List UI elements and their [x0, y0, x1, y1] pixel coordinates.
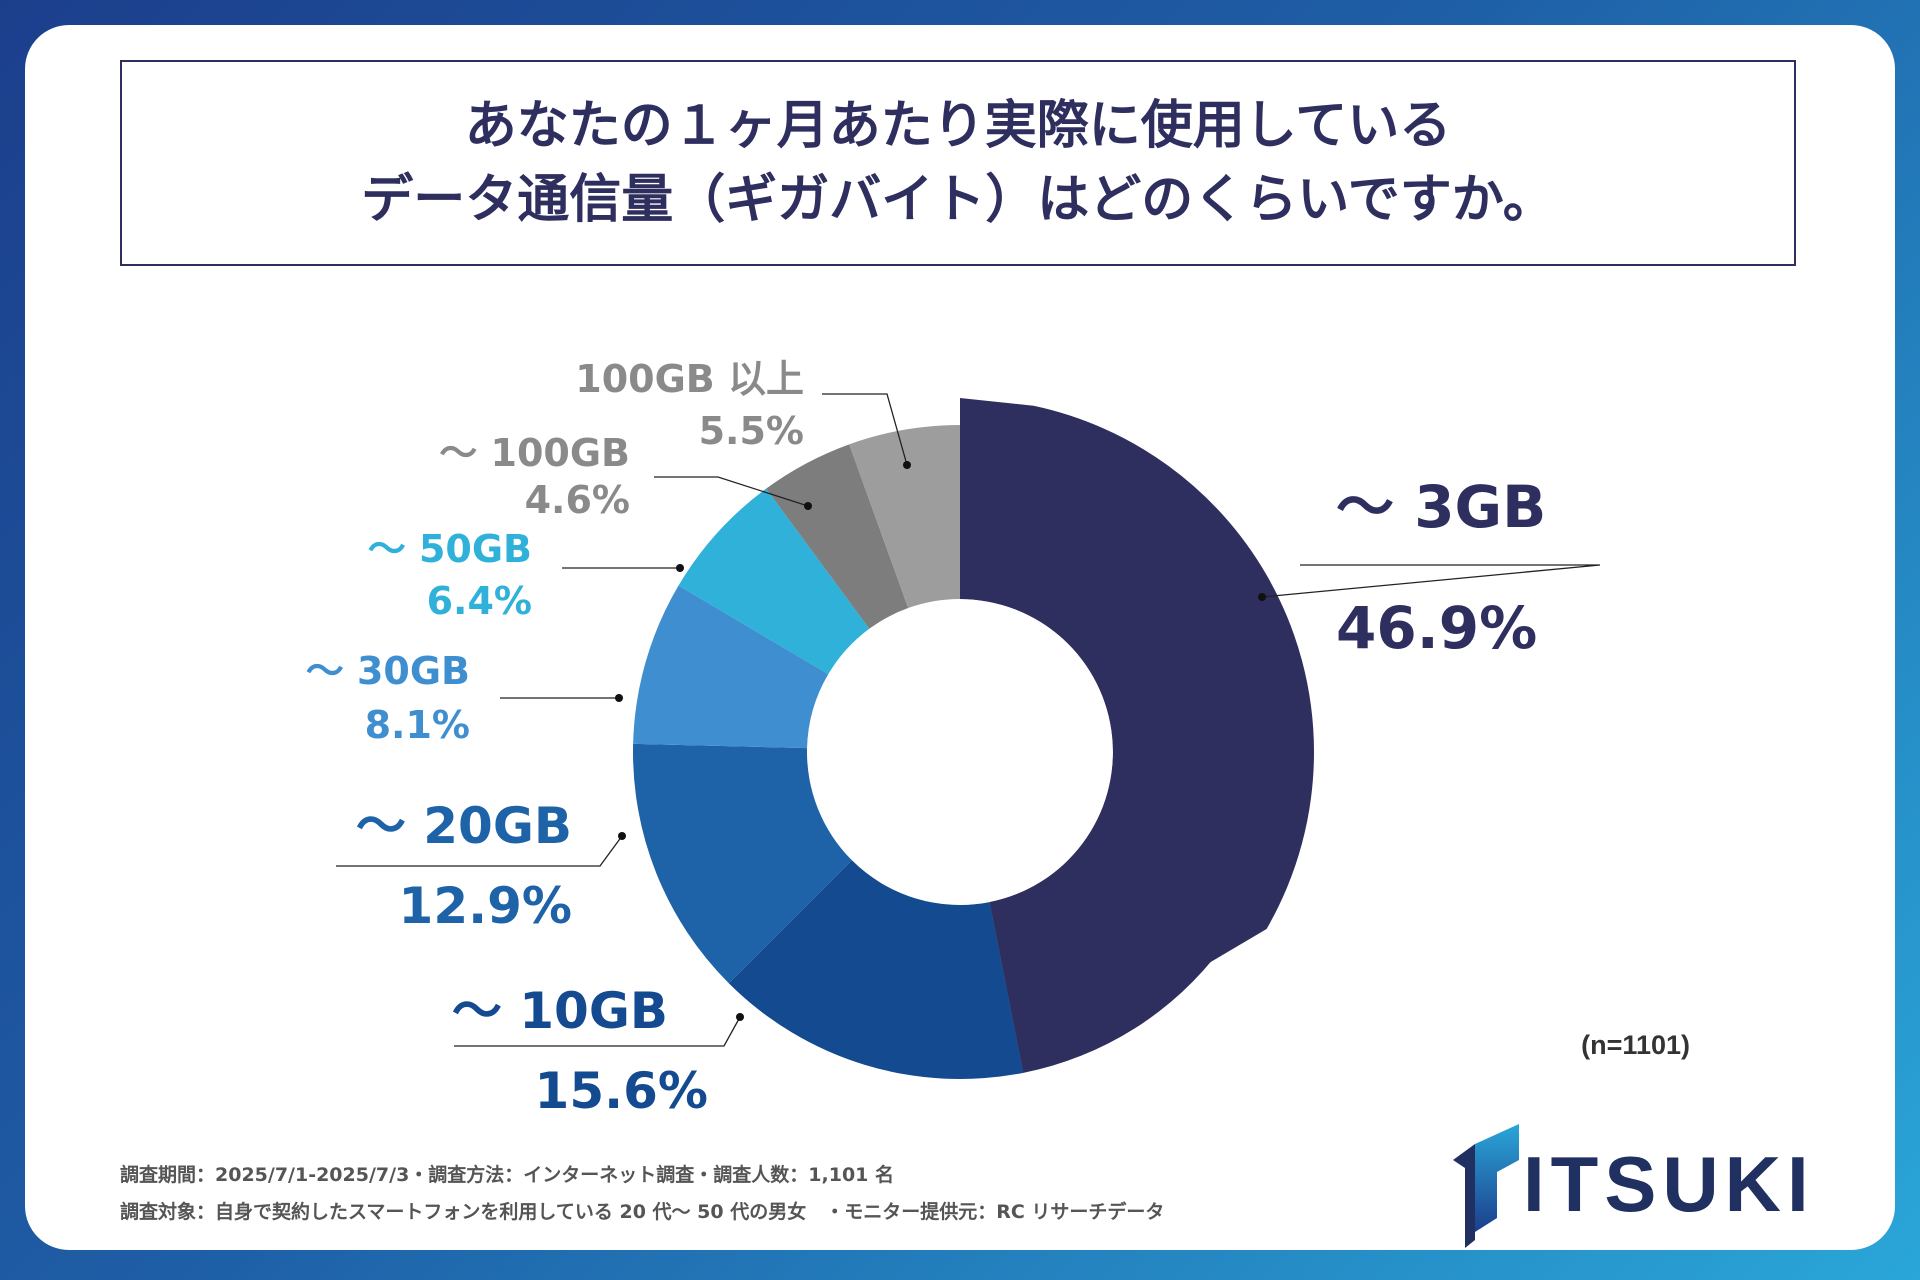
itsuki-logo-text: ITSUKI — [1523, 1140, 1815, 1228]
slice-label-4: 〜 50GB — [368, 527, 532, 571]
slice-label-5: 〜 100GB — [439, 431, 630, 475]
slice-value-0: 46.9% — [1336, 594, 1537, 662]
leader-line-1 — [454, 1016, 741, 1047]
leader-dot-0 — [1258, 593, 1266, 601]
slice-value-3: 8.1% — [365, 703, 470, 747]
slice-label-1: 〜 10GB — [452, 982, 668, 1040]
itsuki-logo-mark-icon — [1453, 1124, 1519, 1248]
leader-dot-5 — [804, 502, 812, 510]
slice-label-0: 〜 3GB — [1336, 473, 1546, 541]
leader-dot-6 — [903, 461, 911, 469]
slice-3 — [633, 585, 829, 749]
slice-2 — [633, 743, 852, 984]
leader-line-6 — [822, 393, 908, 466]
slice-value-2: 12.9% — [399, 877, 572, 935]
title-line-2: データ通信量（ギガバイト）はどのくらいですか。 — [361, 170, 1555, 230]
title-box: あなたの１ヶ月あたり実際に使用している データ通信量（ギガバイト）はどのくらいで… — [120, 60, 1796, 266]
slice-6 — [849, 425, 960, 609]
slice-4 — [678, 488, 870, 675]
slice-value-4: 6.4% — [427, 579, 532, 623]
leader-line-5 — [654, 476, 809, 507]
slice-label-3: 〜 30GB — [306, 649, 470, 693]
sample-size-label: (n=1101) — [1581, 1030, 1690, 1060]
slice-label-2: 〜 20GB — [356, 797, 572, 855]
slice-value-5: 4.6% — [525, 478, 630, 522]
leader-dot-1 — [736, 1013, 744, 1021]
slice-0-outer — [960, 398, 1314, 1073]
survey-target-note: 調査対象：自身で契約したスマートフォンを利用している 20 代〜 50 代の男女… — [120, 1201, 1165, 1223]
title-line-1: あなたの１ヶ月あたり実際に使用している — [464, 96, 1452, 156]
survey-period-note: 調査期間：2025/7/1-2025/7/3・調査方法：インターネット調査・調査… — [120, 1164, 895, 1186]
slice-label-6: 100GB 以上 — [575, 357, 804, 401]
slice-5 — [766, 444, 909, 629]
leader-dot-2 — [618, 832, 626, 840]
itsuki-logo: ITSUKI — [1445, 1120, 1815, 1250]
leader-dot-3 — [615, 694, 623, 702]
leader-line-2 — [336, 835, 623, 867]
slice-value-6: 5.5% — [699, 409, 804, 453]
leader-line-0 — [1261, 564, 1601, 598]
slice-value-1: 15.6% — [535, 1062, 708, 1120]
leader-dot-4 — [676, 564, 684, 572]
slice-1 — [728, 860, 1024, 1080]
